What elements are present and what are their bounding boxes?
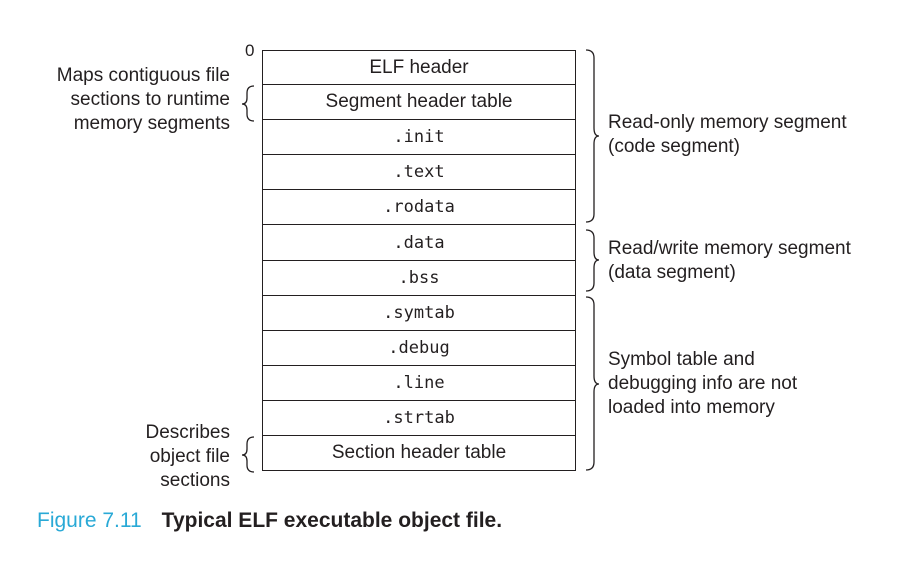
right-brace-readonly bbox=[585, 49, 600, 223]
section-symtab: .symtab bbox=[262, 295, 576, 331]
note-line: object file bbox=[149, 446, 230, 467]
right-brace-readwrite bbox=[585, 229, 600, 292]
section-text: .text bbox=[262, 155, 576, 191]
section-line: .line bbox=[262, 365, 576, 401]
left-brace-segment-table bbox=[241, 85, 255, 122]
section-debug: .debug bbox=[262, 330, 576, 366]
readwrite-segment-note: Read/write memory segment (data segment) bbox=[608, 237, 851, 285]
note-line: loaded into memory bbox=[608, 397, 775, 418]
section-init: .init bbox=[262, 120, 576, 156]
section-bss: .bss bbox=[262, 260, 576, 296]
section-data: .data bbox=[262, 225, 576, 261]
section-table-note: Describes object file sections bbox=[146, 421, 230, 493]
note-line: memory segments bbox=[73, 113, 230, 134]
section-elf-header: ELF header bbox=[262, 50, 576, 86]
figure-number: Figure 7.11 bbox=[37, 509, 142, 532]
note-line: Read-only memory segment bbox=[608, 112, 847, 133]
not-loaded-note: Symbol table and debugging info are not … bbox=[608, 348, 797, 420]
note-line: sections to runtime bbox=[70, 89, 230, 110]
elf-section-table: ELF header Segment header table .init .t… bbox=[262, 50, 576, 472]
note-line: (data segment) bbox=[608, 262, 736, 283]
note-line: Read/write memory segment bbox=[608, 238, 851, 259]
note-line: debugging info are not bbox=[608, 373, 798, 394]
left-brace-section-table bbox=[241, 436, 255, 473]
figure-caption: Figure 7.11 Typical ELF executable object… bbox=[37, 509, 502, 533]
note-line: (code segment) bbox=[608, 136, 741, 157]
section-segment-header-table: Segment header table bbox=[262, 85, 576, 121]
readonly-segment-note: Read-only memory segment (code segment) bbox=[608, 111, 847, 159]
note-line: Describes bbox=[145, 422, 230, 443]
note-line: Symbol table and bbox=[608, 349, 755, 370]
offset-zero-label: 0 bbox=[245, 41, 255, 60]
note-line: Maps contiguous file bbox=[56, 65, 230, 86]
section-rodata: .rodata bbox=[262, 190, 576, 226]
figure-title: Typical ELF executable object file. bbox=[161, 509, 503, 532]
section-section-header-table: Section header table bbox=[262, 436, 576, 472]
segment-table-note: Maps contiguous file sections to runtime… bbox=[57, 64, 230, 136]
section-strtab: .strtab bbox=[262, 400, 576, 437]
note-line: sections bbox=[160, 470, 230, 491]
right-brace-not-loaded bbox=[585, 296, 600, 471]
